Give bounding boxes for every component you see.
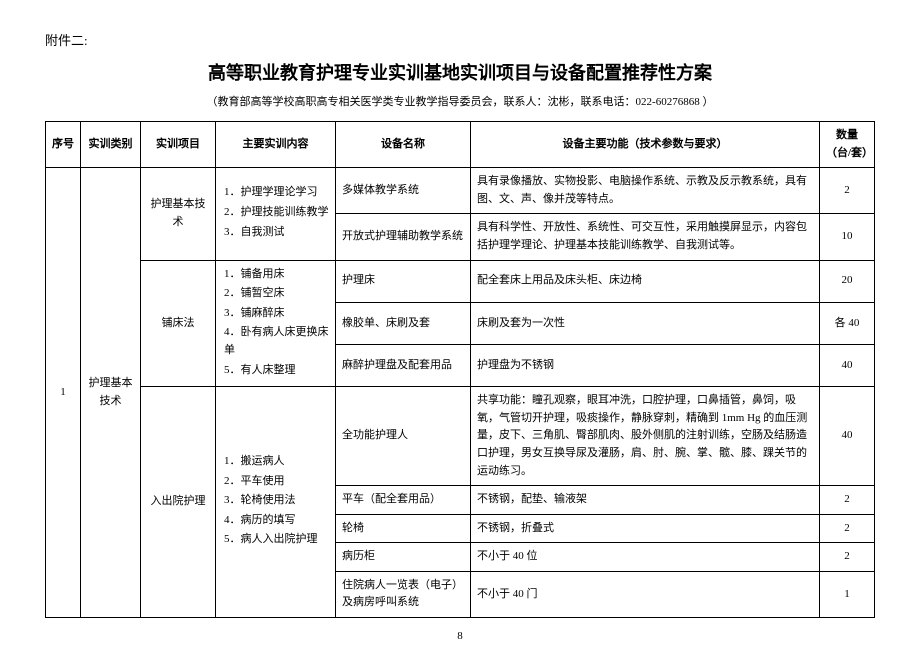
- cell-qty: 10: [820, 214, 875, 260]
- cell-project: 入出院护理: [141, 387, 216, 618]
- header-row: 序号 实训类别 实训项目 主要实训内容 设备名称 设备主要功能（技术参数与要求）…: [46, 122, 875, 168]
- cell-device: 全功能护理人: [336, 387, 471, 486]
- table-row: 铺床法 1．铺备用床 2．铺暂空床 3．铺麻醉床 4．卧有病人床更换床单 5．有…: [46, 260, 875, 302]
- cell-device: 病历柜: [336, 543, 471, 572]
- cell-func: 护理盘为不锈钢: [471, 344, 820, 386]
- cell-device: 平车（配全套用品）: [336, 486, 471, 515]
- header-seq: 序号: [46, 122, 81, 168]
- cell-device: 护理床: [336, 260, 471, 302]
- cell-device: 多媒体教学系统: [336, 168, 471, 214]
- cell-func: 共享功能：瞳孔观察，眼耳冲洗，口腔护理，口鼻插管，鼻饲，吸氧，气管切开护理，吸痰…: [471, 387, 820, 486]
- cell-func: 配全套床上用品及床头柜、床边椅: [471, 260, 820, 302]
- cell-seq: 1: [46, 168, 81, 618]
- header-content: 主要实训内容: [216, 122, 336, 168]
- table-row: 入出院护理 1．搬运病人 2．平车使用 3．轮椅使用法 4．病历的填写 5．病人…: [46, 387, 875, 486]
- cell-qty: 1: [820, 571, 875, 617]
- cell-qty: 20: [820, 260, 875, 302]
- cell-project: 铺床法: [141, 260, 216, 387]
- table-row: 1 护理基本技术 护理基本技术 1．护理学理论学习 2．护理技能训练教学 3．自…: [46, 168, 875, 214]
- header-category: 实训类别: [81, 122, 141, 168]
- cell-func: 具有科学性、开放性、系统性、可交互性，采用触摸屏显示，内容包括护理学理论、护理基…: [471, 214, 820, 260]
- cell-func: 床刷及套为一次性: [471, 302, 820, 344]
- equipment-table: 序号 实训类别 实训项目 主要实训内容 设备名称 设备主要功能（技术参数与要求）…: [45, 121, 875, 618]
- cell-func: 不锈钢，折叠式: [471, 514, 820, 543]
- cell-device: 住院病人一览表（电子）及病房呼叫系统: [336, 571, 471, 617]
- attachment-label: 附件二:: [45, 30, 875, 49]
- cell-device: 轮椅: [336, 514, 471, 543]
- cell-qty: 2: [820, 514, 875, 543]
- cell-func: 具有录像播放、实物投影、电脑操作系统、示教及反示教系统，具有图、文、声、像并茂等…: [471, 168, 820, 214]
- cell-category: 护理基本技术: [81, 168, 141, 618]
- header-qty: 数量（台/套）: [820, 122, 875, 168]
- cell-func: 不锈钢，配垫、输液架: [471, 486, 820, 515]
- cell-func: 不小于 40 门: [471, 571, 820, 617]
- cell-qty: 各 40: [820, 302, 875, 344]
- cell-content: 1．护理学理论学习 2．护理技能训练教学 3．自我测试: [216, 168, 336, 260]
- cell-content: 1．搬运病人 2．平车使用 3．轮椅使用法 4．病历的填写 5．病人入出院护理: [216, 387, 336, 618]
- cell-qty: 40: [820, 344, 875, 386]
- cell-qty: 2: [820, 168, 875, 214]
- cell-func: 不小于 40 位: [471, 543, 820, 572]
- header-project: 实训项目: [141, 122, 216, 168]
- cell-project: 护理基本技术: [141, 168, 216, 260]
- header-function: 设备主要功能（技术参数与要求）: [471, 122, 820, 168]
- cell-qty: 2: [820, 486, 875, 515]
- cell-device: 开放式护理辅助教学系统: [336, 214, 471, 260]
- cell-content: 1．铺备用床 2．铺暂空床 3．铺麻醉床 4．卧有病人床更换床单 5．有人床整理: [216, 260, 336, 387]
- cell-device: 橡胶单、床刷及套: [336, 302, 471, 344]
- cell-qty: 40: [820, 387, 875, 486]
- header-device: 设备名称: [336, 122, 471, 168]
- page-number: 8: [45, 630, 875, 642]
- main-title: 高等职业教育护理专业实训基地实训项目与设备配置推荐性方案: [45, 59, 875, 85]
- subtitle: （教育部高等学校高职高专相关医学类专业教学指导委员会，联系人：沈彬，联系电话：0…: [45, 93, 875, 109]
- cell-qty: 2: [820, 543, 875, 572]
- cell-device: 麻醉护理盘及配套用品: [336, 344, 471, 386]
